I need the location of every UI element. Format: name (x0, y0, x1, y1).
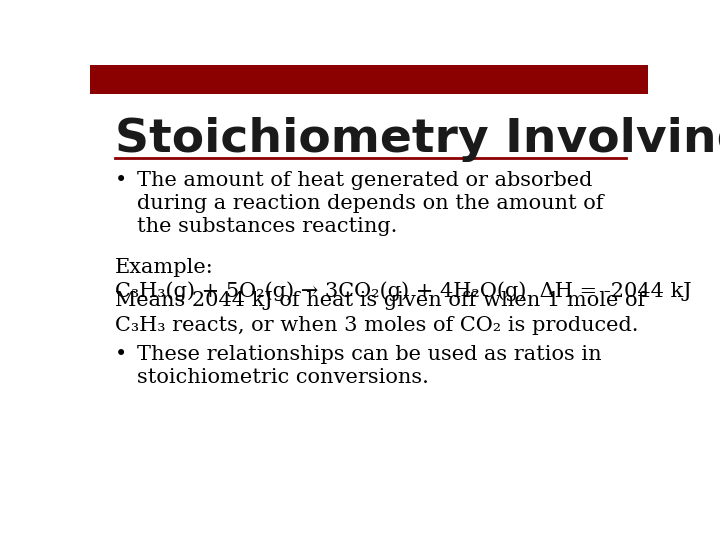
Text: •: • (115, 171, 127, 190)
Text: Means 2044 kJ of heat is given off when 1 mole of: Means 2044 kJ of heat is given off when … (115, 292, 645, 310)
Text: The amount of heat generated or absorbed: The amount of heat generated or absorbed (138, 171, 593, 190)
Text: C₃H₃(g) + 5O₂(g) → 3CO₂(g) + 4H₂O(g)  ΔH = -2044 kJ: C₃H₃(g) + 5O₂(g) → 3CO₂(g) + 4H₂O(g) ΔH … (115, 281, 692, 301)
Text: Stoichiometry Involving ΔH: Stoichiometry Involving ΔH (115, 117, 720, 162)
Bar (90, 65, 648, 94)
Text: Example:: Example: (115, 258, 214, 277)
Text: C₃H₃ reacts, or when 3 moles of CO₂ is produced.: C₃H₃ reacts, or when 3 moles of CO₂ is p… (115, 316, 639, 335)
Text: •: • (115, 346, 127, 365)
Text: the substances reacting.: the substances reacting. (138, 217, 398, 235)
Text: during a reaction depends on the amount of: during a reaction depends on the amount … (138, 194, 604, 213)
Text: These relationships can be used as ratios in: These relationships can be used as ratio… (138, 346, 602, 365)
Text: stoichiometric conversions.: stoichiometric conversions. (138, 368, 429, 387)
